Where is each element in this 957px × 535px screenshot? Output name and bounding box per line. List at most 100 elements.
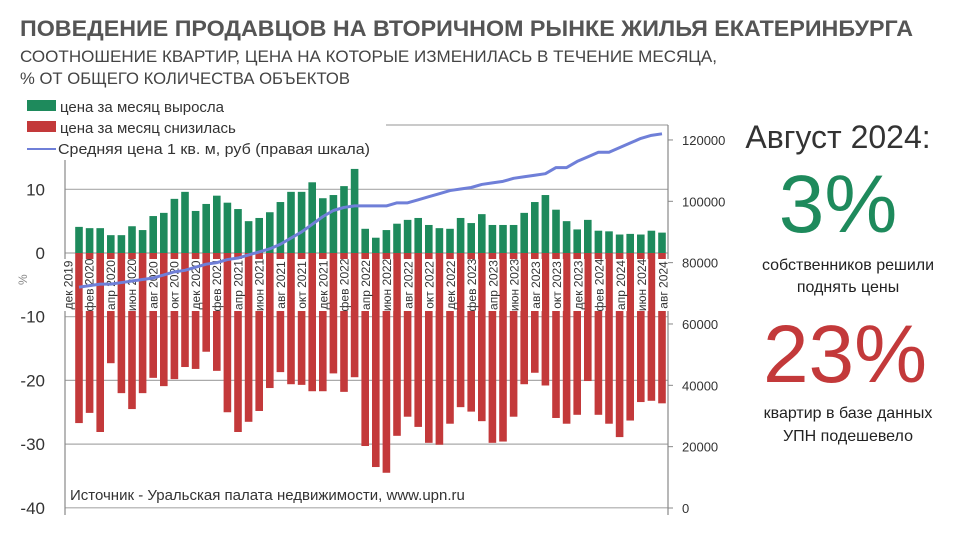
bar-rose [244,221,253,253]
bar-fell [414,253,422,427]
bar-rose [255,217,263,253]
x-label-bg [380,259,394,311]
bar-fell [361,253,369,447]
bar-rose [647,230,656,253]
bar-fell [372,253,380,468]
bar-fell [223,253,232,413]
bar-fell [297,253,306,385]
bar-rose [499,224,507,253]
bar-rose [594,230,603,253]
x-label-bg [656,259,670,311]
x-label-bg [635,259,649,311]
x-label-bg [614,259,627,311]
price-line [78,132,663,289]
bar-fell [541,253,550,386]
x-tick-label: фев 2024 [593,258,607,311]
bar-fell [509,253,518,417]
bar-rose [319,198,327,253]
y2-tick-label: 80000 [682,256,718,271]
x-axis-labels: дек 2019 фев 2020 апр 2020 июн 2020 авг 2020… [61,258,670,311]
bar-fell [85,253,94,413]
x-label-bg [550,259,564,311]
bar-fell [329,253,338,374]
legend-swatch-rose [27,100,56,111]
bar-rose [160,212,168,253]
bar-rose [393,223,401,253]
x-tick-label: дек 2020 [189,260,203,309]
x-label-bg [529,259,542,311]
bar-fell [319,253,327,392]
bar-rose [658,232,666,253]
bar-rose [584,219,592,253]
bar-rose [615,234,624,253]
x-tick-label: авг 2022 [401,261,415,309]
y2-tick-label: 0 [682,501,689,516]
bar-rose [414,217,422,253]
x-tick-label: авг 2023 [529,261,543,309]
x-label-bg [295,259,309,311]
bar-fell [552,253,560,418]
chart-subtitle-line1: СООТНОШЕНИЕ КВАРТИР, ЦЕНА НА КОТОРЫЕ ИЗМ… [20,47,717,66]
x-label-bg [571,259,585,311]
x-tick-label: авг 2020 [146,261,160,309]
summary-heading: Август 2024: [745,119,930,155]
x-tick-label: авг 2024 [656,261,670,309]
bar-fell [446,253,454,424]
bars [75,168,666,473]
bar-rose [425,224,433,253]
bar-rose [573,229,581,253]
legend-label-price: Средняя цена 1 кв. м, руб (правая шкала) [58,141,370,158]
bar-rose [287,191,295,253]
bar-fell [594,253,603,415]
bar-fell [213,253,221,371]
summary-fell-text-1: квартир в базе данных [764,405,933,422]
bar-rose [350,168,359,253]
bar-rose [266,212,274,253]
x-tick-label: фев 2021 [210,258,224,311]
legend-swatch-fell [27,121,56,132]
x-tick-label: апр 2021 [231,260,245,310]
bar-fell [520,253,528,385]
bar-rose [509,224,518,253]
summary-fell-text-2: УПН подешевело [783,428,913,445]
x-label-bg [401,259,415,311]
bar-rose [234,209,242,253]
bar-rose [562,221,571,253]
bar-fell [255,253,263,411]
bar-fell [478,253,486,422]
bar-rose [202,203,210,253]
bar-fell [573,253,581,415]
bar-rose [446,228,454,253]
bar-rose [75,226,83,253]
y2-tick-label: 40000 [682,378,718,393]
x-label-bg [252,259,266,311]
bar-fell [435,253,444,445]
x-label-bg [189,259,202,311]
bar-fell [128,253,136,410]
bar-rose [117,235,126,253]
x-label-bg [337,259,351,311]
bar-rose [435,228,444,253]
bar-fell [96,253,104,432]
x-tick-label: июн 2020 [125,258,139,311]
bar-rose [96,228,104,253]
y-tick-label: -40 [20,499,45,518]
x-tick-label: апр 2024 [614,260,628,310]
bar-rose [85,228,94,253]
x-tick-label: дек 2021 [316,260,330,309]
bar-fell [467,253,475,412]
x-tick-label: июн 2024 [635,258,649,311]
bar-rose [531,202,539,253]
bar-fell [117,253,126,394]
bar-rose [456,217,465,253]
bar-fell [393,253,401,436]
bar-fell [266,253,274,389]
bar-rose [541,195,550,253]
bar-fell [244,253,253,422]
legend: цена за месяц выросла цена за месяц сниз… [27,99,370,158]
bar-fell [637,253,645,403]
bar-fell [149,253,157,378]
y-tick-label: -20 [20,371,45,390]
bar-rose [478,214,486,253]
